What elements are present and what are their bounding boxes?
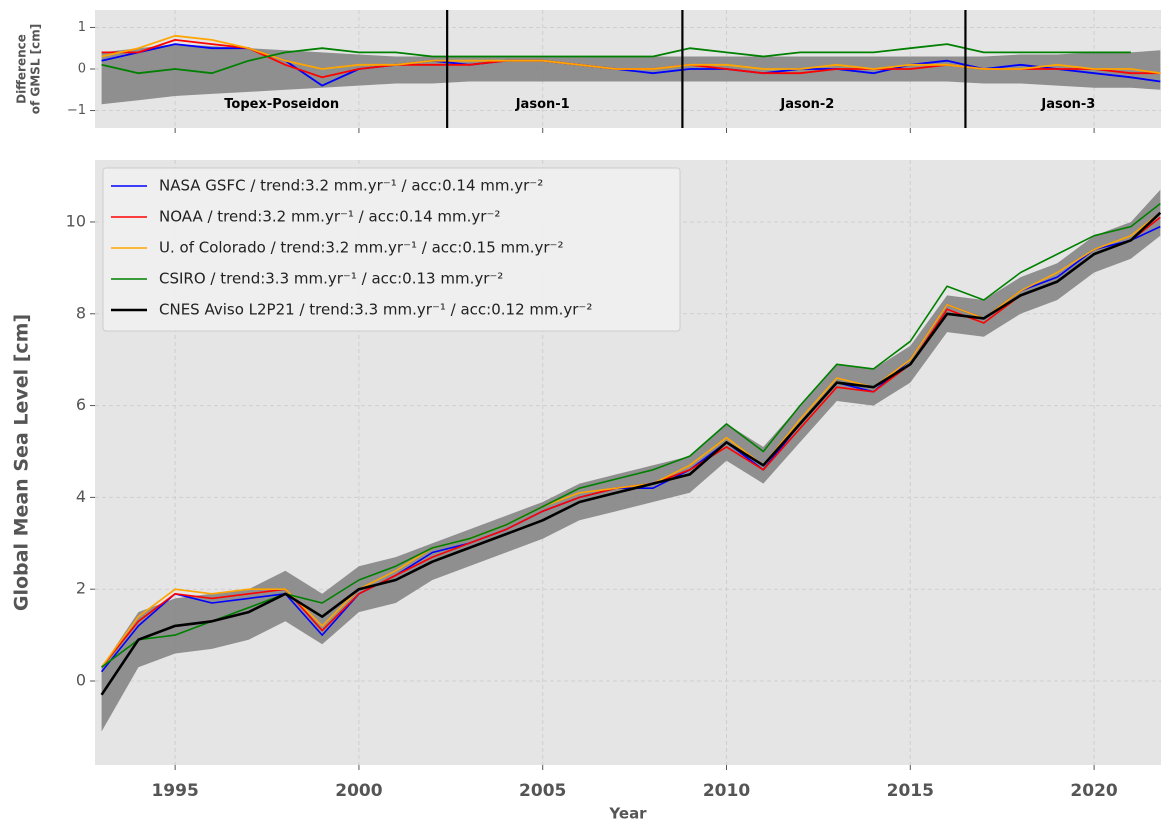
y-tick-label: 2: [76, 579, 86, 598]
x-tick-label: 2000: [335, 781, 382, 801]
y-tick-label: −1: [67, 103, 86, 118]
y-axis-label: Difference: [15, 34, 29, 104]
series-line: [101, 43, 1131, 75]
y-tick-label: 10: [66, 211, 86, 230]
series-line: [100, 211, 1161, 696]
legend-box: [102, 167, 681, 332]
x-tick-label: 2020: [1070, 781, 1117, 801]
y-axis-label: Global Mean Sea Level [cm]: [11, 314, 33, 611]
legend-label: CSIRO / trend:3.3 mm.yr⁻¹ / acc:0.13 mm.…: [159, 270, 503, 288]
y-axis-label: of GMSL [cm]: [29, 24, 43, 115]
legend-label: NOAA / trend:3.2 mm.yr⁻¹ / acc:0.14 mm.y…: [159, 208, 500, 226]
x-tick-label: 1995: [151, 781, 198, 801]
mission-label: Jason-1: [515, 97, 570, 112]
y-tick-label: 0: [78, 62, 86, 77]
x-tick-label: 2015: [887, 781, 934, 801]
x-axis-label: Year: [608, 805, 647, 822]
uncertainty-band: [101, 44, 1161, 105]
y-tick-label: 6: [76, 395, 86, 414]
y-tick-label: 8: [76, 303, 86, 322]
legend-label: CNES Aviso L2P21 / trend:3.3 mm.yr⁻¹ / a…: [159, 301, 592, 319]
plot-content: [101, 34, 1161, 105]
x-tick-label: 2005: [519, 781, 566, 801]
mission-label: Jason-3: [1040, 97, 1095, 112]
series-line: [101, 34, 1161, 75]
legend-label: NASA GSFC / trend:3.2 mm.yr⁻¹ / acc:0.14…: [159, 177, 543, 195]
y-tick-label: 0: [76, 670, 86, 689]
legend-label: U. of Colorado / trend:3.2 mm.yr⁻¹ / acc…: [159, 239, 563, 257]
x-tick-label: 2010: [703, 781, 750, 801]
mission-label: Jason-2: [779, 97, 834, 112]
y-tick-label: 4: [76, 487, 86, 506]
mission-label: Topex-Poseidon: [224, 97, 339, 112]
y-tick-label: 1: [78, 20, 86, 35]
uncertainty-band: [101, 189, 1161, 732]
plot-content: [100, 189, 1161, 732]
